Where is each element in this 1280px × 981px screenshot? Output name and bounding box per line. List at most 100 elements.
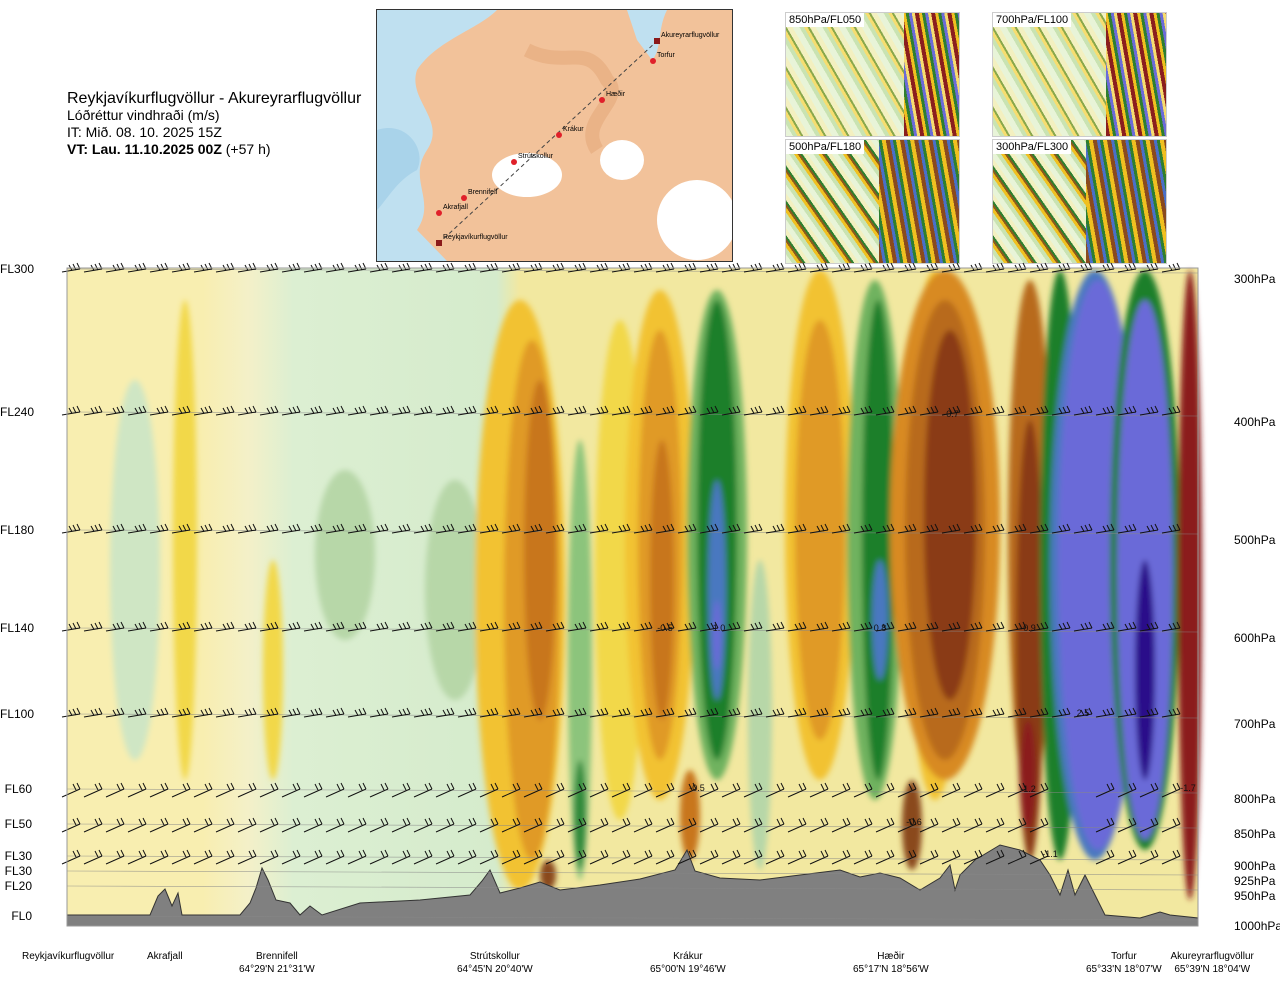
- location-name: Brennifell: [256, 951, 298, 962]
- wind-barb: [875, 523, 895, 534]
- wind-band: [425, 480, 485, 700]
- pressure-level-label: 850hPa: [1234, 827, 1276, 841]
- wind-barb: [1139, 782, 1159, 798]
- wind-barb: [567, 707, 587, 718]
- wind-barb: [83, 523, 103, 534]
- wind-barb: [699, 707, 719, 718]
- wind-barb: [347, 782, 367, 798]
- wind-barb: [853, 707, 873, 718]
- wind-barb: [699, 782, 719, 798]
- wind-band: [574, 760, 586, 870]
- wind-barb: [83, 707, 103, 718]
- wind-barb: [985, 621, 1005, 632]
- wind-barb: [237, 782, 257, 798]
- wind-barb: [501, 782, 521, 798]
- wind-barb: [1161, 621, 1181, 632]
- wind-barb: [831, 782, 851, 798]
- wind-barb: [567, 782, 587, 798]
- wind-barb: [589, 523, 609, 534]
- wind-barb: [699, 621, 719, 632]
- flight-level-label: FL20: [4, 879, 32, 893]
- wind-barb: [369, 621, 389, 632]
- wind-barb: [985, 405, 1005, 416]
- wind-barb: [941, 849, 961, 865]
- panel-700-label: 700hPa/FL100: [993, 13, 1072, 27]
- wind-barb: [325, 707, 345, 718]
- wind-barb: [171, 523, 191, 534]
- level-line: [66, 870, 1199, 876]
- wind-barb: [413, 817, 433, 833]
- wind-barb: [567, 849, 587, 865]
- wind-barb: [765, 707, 785, 718]
- wind-barb: [875, 405, 895, 416]
- wind-barb: [1095, 849, 1115, 865]
- wind-barb: [457, 782, 477, 798]
- wind-barb: [1051, 707, 1071, 718]
- value-label: -0.5: [657, 623, 673, 633]
- wind-barb: [765, 782, 785, 798]
- wind-barb: [545, 849, 565, 865]
- wind-barb: [171, 621, 191, 632]
- wind-barb: [963, 405, 983, 416]
- route-point-label: Krákur: [563, 126, 584, 133]
- wind-barb: [83, 621, 103, 632]
- wind-barb: [479, 817, 499, 833]
- wind-barb: [985, 849, 1005, 865]
- wind-barb: [941, 405, 961, 416]
- pressure-level-label: 400hPa: [1234, 415, 1276, 429]
- level-line: [66, 915, 1199, 921]
- location-name: Reykjavíkurflugvöllur: [22, 951, 115, 962]
- flight-level-label: FL50: [4, 817, 32, 831]
- wind-barb: [61, 817, 81, 833]
- wind-barb: [787, 849, 807, 865]
- wind-barb: [875, 849, 895, 865]
- wind-barb: [765, 621, 785, 632]
- wind-barb: [919, 405, 939, 416]
- wind-barb: [853, 405, 873, 416]
- location-name: Strútskollur: [469, 951, 520, 962]
- wind-barb: [809, 523, 829, 534]
- wind-barb: [237, 817, 257, 833]
- wind-barb: [347, 523, 367, 534]
- wind-band: [713, 600, 721, 670]
- wind-barb: [655, 782, 675, 798]
- wind-barb: [413, 849, 433, 865]
- wind-barb: [787, 817, 807, 833]
- valid-time: VT: Lau. 11.10.2025 00Z (+57 h): [67, 141, 361, 158]
- wind-barb: [1161, 817, 1181, 833]
- wind-barb: [985, 782, 1005, 798]
- wind-barb: [743, 621, 763, 632]
- wind-barb: [193, 817, 213, 833]
- wind-barb: [545, 405, 565, 416]
- wind-barb: [919, 817, 939, 833]
- wind-barb: [831, 817, 851, 833]
- wind-barb: [875, 707, 895, 718]
- wind-barb: [347, 849, 367, 865]
- wind-barb: [677, 405, 697, 416]
- wind-barb: [831, 849, 851, 865]
- wind-barb: [1051, 621, 1071, 632]
- value-label: -0.7: [943, 409, 959, 419]
- wind-barb: [325, 405, 345, 416]
- wind-barb: [171, 262, 191, 273]
- wind-barb: [523, 817, 543, 833]
- route-map-svg: [377, 10, 732, 261]
- wind-barb: [435, 523, 455, 534]
- wind-barb: [985, 523, 1005, 534]
- flight-level-label: FL30: [4, 864, 32, 878]
- wind-barb: [743, 849, 763, 865]
- wind-barb: [853, 849, 873, 865]
- wind-barb: [765, 523, 785, 534]
- wind-barb: [941, 782, 961, 798]
- wind-barb: [61, 782, 81, 798]
- wind-barb: [1161, 849, 1181, 865]
- pressure-level-label: 700hPa: [1234, 717, 1276, 731]
- location-coord: 65°39'N 18°04'W: [1174, 964, 1251, 975]
- wind-barb: [479, 849, 499, 865]
- wind-barb: [501, 849, 521, 865]
- wind-barb: [347, 405, 367, 416]
- terrain: [66, 844, 1199, 927]
- wind-barb: [1007, 782, 1027, 798]
- wind-barb: [1007, 621, 1027, 632]
- wind-band: [680, 770, 700, 860]
